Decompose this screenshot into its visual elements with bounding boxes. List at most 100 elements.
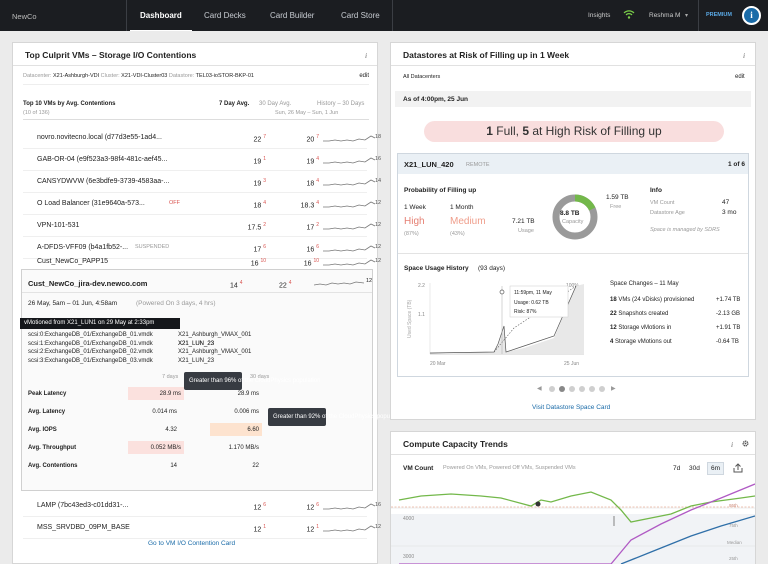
vm-name[interactable]: Cust_NewCo_PAPP15 — [37, 258, 109, 265]
vm-name[interactable]: CANSYDWVW (6e3bdfe9-3739-4583aa-... — [37, 178, 170, 185]
p95-label: 95th — [729, 503, 738, 508]
card-title: Datastores at Risk of Filling up in 1 We… — [403, 50, 570, 60]
info-title: Info — [650, 187, 662, 194]
table-row[interactable]: novro.novitecno.local (d77d3e55-1ad4... 2… — [23, 127, 381, 149]
risk-summary-pill[interactable]: 1 Full, 5 at High Risk of Filling up — [424, 121, 724, 142]
datastore-name[interactable]: X21_LUN_420 — [404, 160, 454, 169]
visit-space-card-link[interactable]: Visit Datastore Space Card — [532, 404, 611, 411]
carousel-dot[interactable] — [569, 386, 575, 392]
history-title: Space Usage History — [404, 265, 469, 272]
period-range: 26 May, 5am – 01 Jun, 4:58am — [28, 300, 118, 307]
datacenter-filter[interactable]: All Datacenters — [403, 74, 441, 80]
carousel-dot[interactable] — [599, 386, 605, 392]
y-axis-top-label: 2.2 — [418, 283, 425, 289]
edit-link[interactable]: edit — [735, 74, 745, 80]
vm-name[interactable]: novro.novitecno.local (d77d3e55-1ad4... — [37, 134, 162, 141]
space-usage-chart[interactable]: 2.2 1.1 Used Space (TB) 100% 11:59pm, 11… — [404, 278, 596, 372]
wifi-signal-icon[interactable] — [622, 10, 636, 20]
datastore-detail-panel: X21_LUN_420 REMOTE 1 of 6 Probability of… — [397, 153, 749, 377]
datacenter-value[interactable]: X21-Ashburgh-VDI — [52, 73, 100, 79]
percentile-tooltip: Greater than 96% of the CloudPhysics pop… — [184, 372, 320, 390]
carousel-next-icon[interactable]: ▶ — [611, 386, 616, 392]
delta: 4 — [316, 200, 319, 206]
carousel-dot[interactable] — [549, 386, 555, 392]
tab-card-builder[interactable]: Card Builder — [270, 11, 315, 20]
carousel-dot[interactable] — [579, 386, 585, 392]
one-week-risk: High — [404, 216, 425, 227]
vm-status-tag: SUSPENDED — [135, 244, 170, 250]
delta: 4 — [316, 178, 319, 184]
change-value: -0.64 TB — [716, 339, 739, 345]
space-change-item: 18 VMs (24 vDisks) provisioned — [610, 297, 694, 303]
info-icon[interactable]: i — [743, 51, 746, 60]
vm-count-chart[interactable]: 4000 3000 95th 75th Median 25th — [391, 480, 755, 564]
table-row[interactable]: VPN-101-531 17.5 2 17 2 12 — [23, 215, 381, 237]
cloudphysics-logo-icon[interactable]: i — [742, 6, 761, 25]
gear-icon[interactable] — [741, 439, 750, 448]
history-max: 12 — [375, 524, 382, 530]
percentile-band — [391, 514, 755, 564]
metric-7day-value: 4.32 — [165, 427, 177, 433]
carousel-dot-active[interactable] — [559, 386, 565, 392]
vm-name[interactable]: GAB-OR-04 (e9f523a3-98f4-481c-aef45... — [37, 156, 168, 163]
vm-name[interactable]: VPN-101-531 — [37, 222, 80, 229]
info-icon[interactable]: i — [731, 440, 734, 449]
user-menu[interactable]: Reshma M — [649, 12, 681, 19]
carousel-prev-icon[interactable]: ◀ — [537, 386, 542, 392]
card-title: Top Culprit VMs – Storage I/O Contention… — [25, 50, 197, 60]
vm-count-subtitle: Powered On VMs, Powered Off VMs, Suspend… — [443, 465, 576, 471]
full-label: Full, — [496, 124, 519, 138]
x-axis-end-label: 25 Jun — [564, 361, 579, 367]
vm-status-tag: OFF — [169, 200, 180, 206]
col-7day-avg[interactable]: 7 Day Avg. — [219, 101, 250, 107]
vm-count-value: 47 — [722, 199, 730, 206]
datastore-age-value: 3 mo — [722, 209, 737, 216]
powered-on-duration: (Powered On 3 days, 4 hrs) — [136, 300, 216, 307]
vdisk-path: scsi:2:ExchangeDB_01/ExchangeDB_02.vmdk — [28, 349, 153, 355]
value: 22 — [279, 282, 287, 290]
vm-name[interactable]: A-DFDS-VFF09 (b4a1fb52-... — [37, 244, 129, 251]
range-6m[interactable]: 6m — [707, 462, 725, 475]
tab-card-decks[interactable]: Card Decks — [204, 11, 246, 20]
percentile-tooltip: Greater than 92% of the CloudPhysics pop… — [268, 408, 406, 426]
col-30day-avg[interactable]: 30 Day Avg. — [259, 101, 292, 107]
vdisk-path: scsi:0:ExchangeDB_01/ExchangeDB_01.vmdk — [28, 332, 153, 338]
vm-name[interactable]: MSS_SRVDBD_09PM_BASE — [37, 524, 130, 531]
delta: 6 — [263, 244, 266, 250]
vm-name[interactable]: LAMP (7bc43ed3-c01dd31-... — [37, 502, 129, 509]
change-value: -2.13 GB — [716, 311, 741, 317]
range-30d[interactable]: 30d — [689, 465, 700, 472]
export-icon[interactable] — [733, 463, 743, 473]
datastore-value[interactable]: TEL03-ioSTOR-BKP-01 — [195, 73, 254, 79]
tab-card-store[interactable]: Card Store — [341, 11, 380, 20]
vm-io-contention-link[interactable]: Go to VM I/O Contention Card — [148, 540, 236, 547]
value: 12 — [253, 504, 262, 512]
insights-link[interactable]: Insights — [588, 12, 611, 19]
carousel-dot[interactable] — [589, 386, 595, 392]
table-row[interactable]: MSS_SRVDBD_09PM_BASE 12 1 12 1 12 — [23, 517, 381, 539]
highlighted-point[interactable] — [499, 289, 505, 295]
chart-marker[interactable] — [535, 501, 541, 507]
delta: 3 — [263, 178, 266, 184]
change-value: +1.91 TB — [716, 325, 741, 331]
high-risk-count: 5 — [522, 124, 529, 138]
table-row[interactable]: GAB-OR-04 (e9f523a3-98f4-481c-aef45... 19… — [23, 149, 381, 171]
delta: 4 — [263, 200, 266, 206]
cluster-value[interactable]: X21-VDI-Cluster03 — [121, 73, 168, 79]
edit-link[interactable]: edit — [359, 73, 369, 79]
vm-name[interactable]: Cust_NewCo_jira-dev.newco.com — [28, 279, 148, 288]
value: 17.5 — [247, 224, 262, 232]
tab-dashboard[interactable]: Dashboard — [130, 11, 192, 31]
info-icon[interactable]: i — [365, 51, 368, 60]
vm-name[interactable]: O Load Balancer (31e9640a-573... — [37, 200, 145, 207]
history-sparkline — [323, 157, 375, 164]
table-row[interactable]: LAMP (7bc43ed3-c01dd31-... 12 6 12 6 16 — [23, 495, 381, 517]
range-7d[interactable]: 7d — [673, 465, 681, 472]
sdrs-note: Space is managed by SDRS — [650, 227, 720, 233]
delta: 1 — [263, 156, 266, 162]
y-axis-title: Used Space (TB) — [407, 299, 413, 338]
chevron-down-icon[interactable]: ▾ — [685, 13, 689, 19]
